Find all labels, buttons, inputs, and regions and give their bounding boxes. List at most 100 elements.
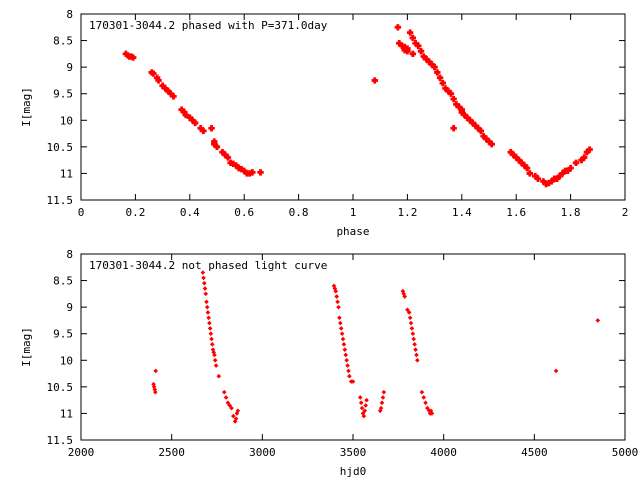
- light-curve-data-point: [211, 350, 217, 355]
- phased-data-point: [469, 119, 476, 127]
- light-curve-data-point: [415, 357, 420, 363]
- light-curve-x-tick-label: 2500: [158, 446, 185, 459]
- phased-data-point: [523, 164, 531, 172]
- light-curve-data-point: [336, 304, 341, 310]
- phased-data-point: [548, 178, 555, 185]
- light-curve-data-point: [408, 320, 414, 326]
- phased-data-point: [485, 138, 493, 145]
- phased-data-point: [458, 109, 465, 116]
- phased-data-point: [159, 82, 166, 89]
- light-curve-data-point: [413, 347, 418, 352]
- light-curve-data-point: [339, 331, 345, 337]
- phased-data-point: [461, 111, 468, 119]
- phased-plot-frame: [80, 13, 626, 201]
- phased-y-ticks: 8 8.5 9 9.5 10 10.5 11 11.5: [47, 8, 625, 207]
- light-curve-data-point: [409, 326, 415, 331]
- light-curve-data-point: [207, 326, 213, 331]
- light-curve-data-point: [334, 294, 339, 299]
- phased-data-point: [178, 106, 185, 113]
- phased-data-point: [445, 87, 452, 95]
- light-curve-data-point: [412, 342, 417, 347]
- phased-x-tick-label: 0: [78, 206, 85, 219]
- phased-y-tick-label: 9.5: [53, 88, 73, 101]
- phased-data-point: [450, 95, 457, 103]
- light-curve-data-point: [204, 299, 209, 305]
- phased-data-point: [219, 148, 226, 156]
- phased-data-point: [464, 114, 471, 121]
- light-curve-data-point: [201, 275, 206, 281]
- phased-chart-title: 170301-3044.2 phased with P=371.0day: [89, 19, 328, 32]
- light-curve-y-tick-label: 11: [60, 407, 73, 420]
- light-curve-data-point: [595, 318, 601, 323]
- phased-y-tick-label: 10: [60, 114, 73, 127]
- phased-data-point: [186, 114, 193, 121]
- light-curve-data-point: [361, 413, 367, 419]
- phased-data-point: [224, 154, 232, 161]
- light-curve-data-point: [428, 408, 434, 414]
- phased-data-point: [409, 34, 417, 42]
- phased-data-point: [189, 117, 196, 124]
- phased-data-point: [466, 117, 474, 124]
- light-curve-data-point: [204, 304, 210, 310]
- phased-data-point: [480, 133, 487, 140]
- light-curve-data-point: [337, 315, 342, 321]
- phased-data-point: [488, 141, 495, 148]
- light-curve-data-point: [364, 397, 369, 403]
- light-curve-x-tick-label: 3500: [340, 446, 367, 459]
- phased-data-point: [474, 125, 482, 132]
- light-curve-data-point: [423, 400, 428, 406]
- light-curve-data-point: [152, 387, 158, 392]
- light-curve-data-point: [411, 336, 417, 342]
- light-curve-data-point: [331, 283, 337, 289]
- light-curve-data-point: [359, 405, 365, 411]
- light-curve-chart: 170301-3044.2 not phased light curve hjd…: [20, 248, 638, 478]
- phased-x-tick-label: 1.6: [506, 206, 526, 219]
- phased-data-point: [164, 87, 172, 95]
- light-curve-data-point: [410, 331, 416, 337]
- phased-data-point: [540, 178, 547, 185]
- phased-x-axis-label: phase: [336, 225, 369, 238]
- light-curve-data-point: [360, 411, 366, 416]
- light-curve-chart-title: 170301-3044.2 not phased light curve: [89, 259, 327, 272]
- phased-data-point: [431, 63, 438, 71]
- light-curve-data-point: [350, 379, 356, 384]
- phased-data-point: [455, 103, 463, 111]
- phased-chart: 170301-3044.2 phased with P=371.0day pha…: [20, 8, 628, 238]
- light-curve-data-point: [378, 405, 384, 411]
- light-curve-data-point: [209, 342, 215, 347]
- phased-x-tick-label: 0.6: [234, 206, 254, 219]
- light-curve-x-tick-label: 3000: [249, 446, 276, 459]
- light-curve-data-point: [343, 352, 349, 358]
- phased-x-tick-label: 0.4: [180, 206, 200, 219]
- light-curve-data-point: [381, 389, 387, 395]
- phased-data-point: [200, 127, 207, 135]
- phased-data-point: [572, 159, 580, 166]
- phased-data-point: [553, 175, 561, 182]
- phased-x-tick-label: 1.8: [561, 206, 581, 219]
- phased-y-tick-label: 11.5: [47, 194, 74, 207]
- phased-data-point: [122, 50, 130, 58]
- phased-data-point: [230, 160, 237, 168]
- light-curve-data-point: [345, 363, 350, 368]
- light-curve-data-point: [335, 299, 340, 305]
- light-curve-data-point: [235, 408, 241, 414]
- light-curve-data-point: [231, 413, 236, 419]
- phased-data-point: [182, 111, 189, 119]
- phased-data-point: [396, 40, 403, 47]
- phased-y-axis-label: I[mag]: [20, 87, 33, 127]
- light-curve-data-point: [221, 389, 227, 395]
- light-curve-data-point: [200, 270, 206, 275]
- light-curve-data-point: [340, 336, 346, 342]
- phased-x-tick-label: 2: [622, 206, 629, 219]
- phased-y-tick-label: 8.5: [53, 35, 73, 48]
- phased-data-point: [534, 175, 542, 182]
- light-curve-data-point: [202, 286, 208, 291]
- light-curve-plot-frame: [80, 253, 626, 441]
- light-curve-data-point: [363, 403, 368, 408]
- phased-data-point: [412, 40, 419, 47]
- phased-data-point: [404, 48, 411, 55]
- phased-data-point: [510, 151, 517, 159]
- light-curve-data-point: [407, 315, 413, 321]
- phased-data-point: [586, 146, 593, 153]
- phased-x-ticks: 0 0.2 0.4 0.6 0.8 1 1.2 1.4 1.6 1.8 2: [78, 14, 629, 219]
